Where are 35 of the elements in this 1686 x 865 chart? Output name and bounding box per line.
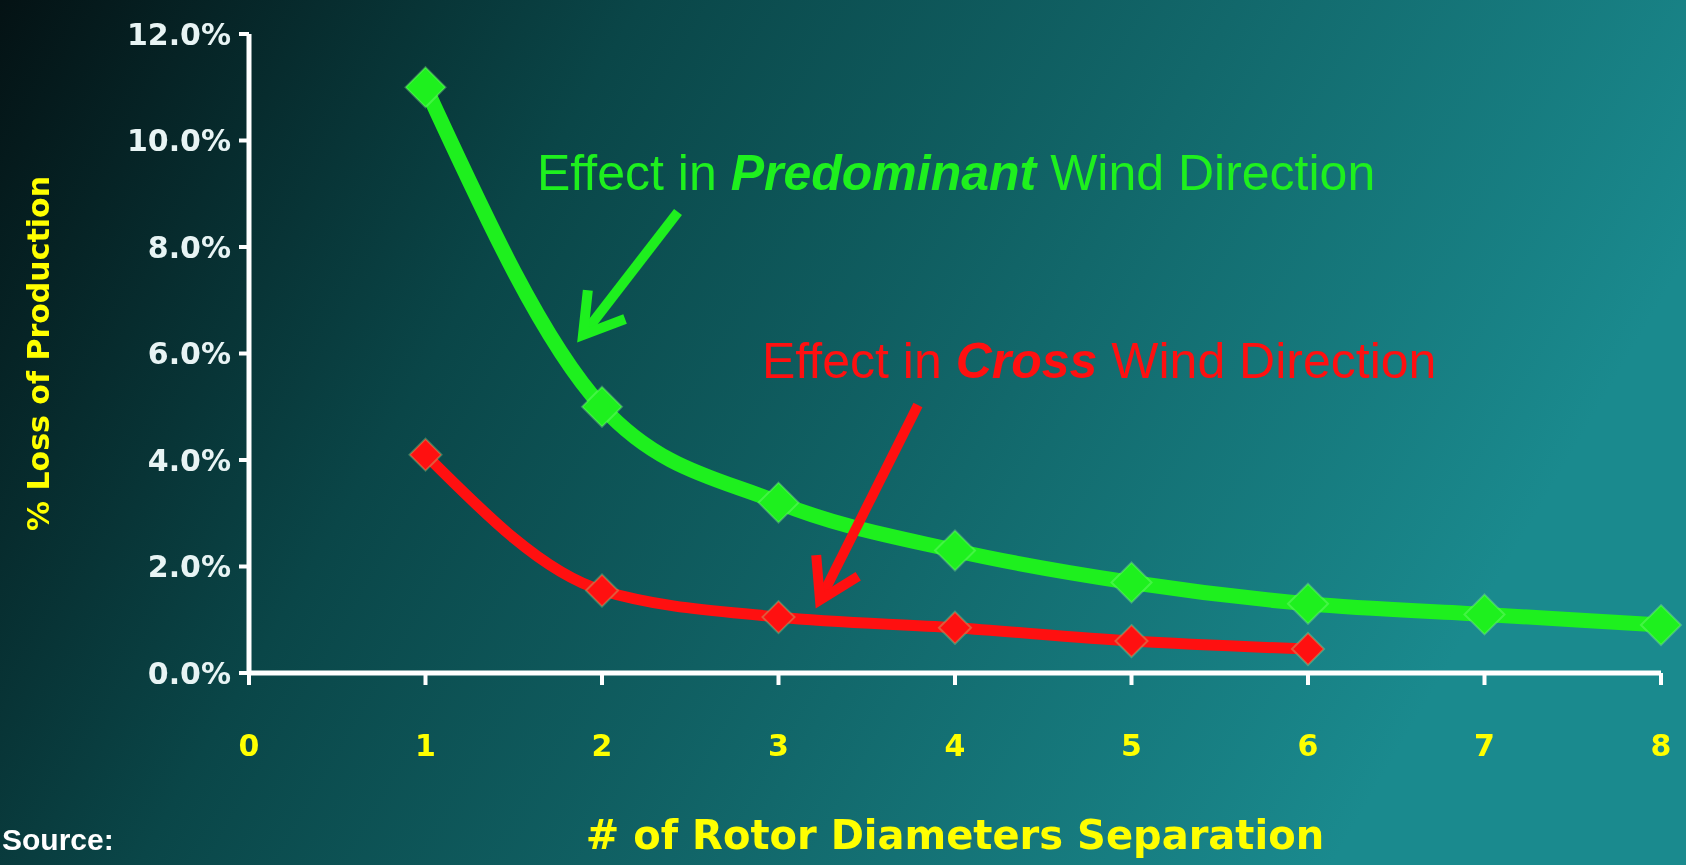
x-tick-label: 1 bbox=[415, 727, 436, 763]
y-axis-title: % Loss of Production bbox=[20, 175, 56, 532]
y-tick-label: 10.0% bbox=[126, 123, 231, 158]
point bbox=[1110, 561, 1153, 604]
point bbox=[938, 610, 972, 645]
x-tick-label: 5 bbox=[1121, 727, 1142, 763]
y-tick-label: 0.0% bbox=[147, 655, 231, 691]
x-tick-label: 4 bbox=[944, 727, 966, 763]
point bbox=[757, 481, 800, 524]
point bbox=[1463, 593, 1506, 636]
point bbox=[1114, 624, 1149, 659]
source-note: Source: bbox=[2, 823, 114, 856]
x-tick-label: 3 bbox=[768, 727, 789, 763]
x-tick-label: 8 bbox=[1650, 727, 1672, 763]
point bbox=[581, 385, 623, 428]
x-tick-label: 0 bbox=[238, 727, 260, 763]
x-tick-label: 7 bbox=[1474, 727, 1495, 763]
point bbox=[761, 600, 796, 635]
x-tick-label: 2 bbox=[591, 727, 613, 763]
y-tick-label: 4.0% bbox=[147, 442, 231, 478]
point bbox=[934, 529, 976, 572]
annotation: Effect in Predominant Wind Direction bbox=[537, 145, 1376, 201]
y-tick-label: 2.0% bbox=[147, 549, 231, 584]
annotation: Effect in Cross Wind Direction bbox=[762, 333, 1437, 389]
y-tick-label: 6.0% bbox=[147, 336, 231, 371]
y-tick-label: 12.0% bbox=[126, 16, 231, 52]
point bbox=[408, 437, 443, 472]
point bbox=[404, 66, 447, 109]
x-tick-label: 6 bbox=[1297, 727, 1319, 763]
point bbox=[1291, 632, 1325, 667]
point bbox=[1287, 582, 1329, 625]
point bbox=[1640, 604, 1682, 647]
y-tick-label: 8.0% bbox=[147, 229, 231, 265]
point bbox=[585, 573, 619, 608]
x-axis-title: # of Rotor Diameters Separation bbox=[585, 812, 1325, 858]
